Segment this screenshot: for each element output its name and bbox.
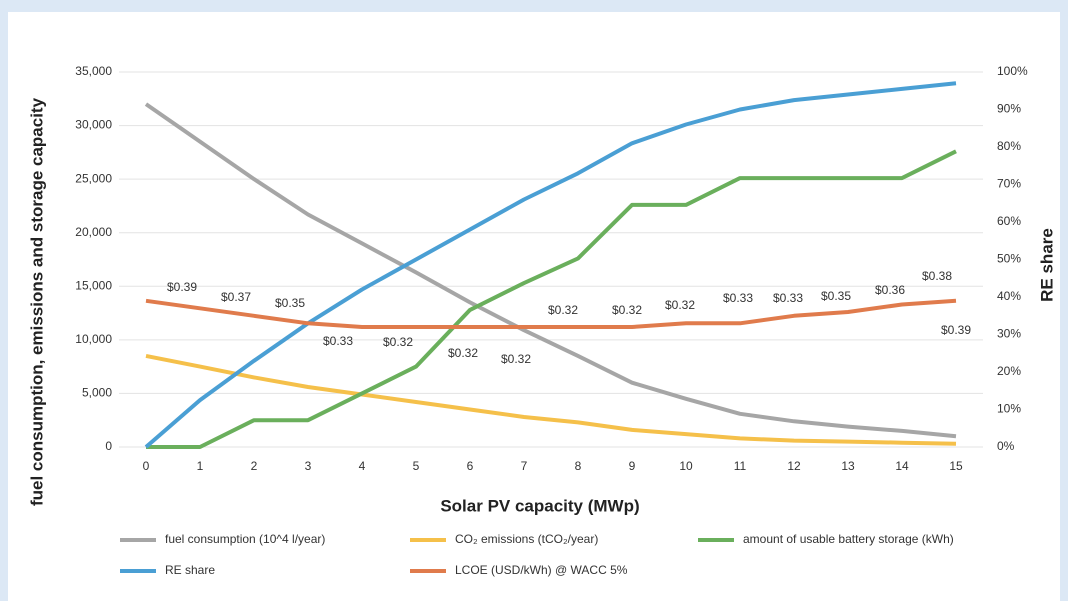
y-tick-label: 15,000 — [75, 278, 112, 292]
y2-tick-label: 30% — [997, 327, 1021, 341]
x-tick-label: 15 — [949, 459, 963, 473]
x-tick-label: 6 — [467, 459, 474, 473]
data-label: $0.33 — [723, 291, 753, 305]
y-tick-label: 5,000 — [82, 386, 112, 400]
y-tick-label: 20,000 — [75, 225, 112, 239]
data-label: $0.33 — [773, 291, 803, 305]
data-label: $0.32 — [665, 298, 695, 312]
data-label: $0.39 — [941, 323, 971, 337]
series-line — [146, 149, 957, 449]
series-line — [144, 102, 957, 439]
data-label: $0.39 — [167, 280, 197, 294]
series-line — [145, 298, 957, 329]
series-line — [144, 81, 957, 449]
data-label: $0.38 — [922, 269, 952, 283]
series-line — [145, 353, 957, 446]
y2-tick-label: 70% — [997, 177, 1021, 191]
x-tick-label: 8 — [575, 459, 582, 473]
legend-label: CO₂ emissions (tCO₂/year) — [455, 532, 598, 546]
x-tick-label: 5 — [413, 459, 420, 473]
data-label: $0.32 — [383, 335, 413, 349]
legend-label: LCOE (USD/kWh) @ WACC 5% — [455, 563, 628, 577]
y2-tick-label: 40% — [997, 289, 1021, 303]
y-axis-title: fuel consumption, emissions and storage … — [27, 97, 46, 506]
x-tick-label: 12 — [787, 459, 801, 473]
legend-label: amount of usable battery storage (kWh) — [743, 532, 954, 546]
x-tick-label: 9 — [629, 459, 636, 473]
data-label: $0.35 — [275, 296, 305, 310]
y2-tick-label: 90% — [997, 102, 1021, 116]
x-tick-label: 0 — [143, 459, 150, 473]
y-tick-label: 10,000 — [75, 332, 112, 346]
x-tick-label: 1 — [197, 459, 204, 473]
x-tick-label: 11 — [734, 459, 747, 473]
data-label: $0.35 — [821, 289, 851, 303]
legend-label: RE share — [165, 563, 215, 577]
x-axis-title: Solar PV capacity (MWp) — [440, 496, 639, 515]
y-tick-label: 25,000 — [75, 171, 112, 185]
data-label: $0.32 — [448, 346, 478, 360]
x-tick-label: 7 — [521, 459, 528, 473]
y2-tick-label: 100% — [997, 64, 1028, 78]
y2-tick-label: 80% — [997, 139, 1021, 153]
y2-tick-label: 60% — [997, 214, 1021, 228]
y-tick-label: 0 — [105, 439, 112, 453]
data-label: $0.37 — [221, 290, 251, 304]
legend-label: fuel consumption (10^4 l/year) — [165, 532, 325, 546]
y2-tick-label: 20% — [997, 364, 1021, 378]
x-tick-label: 14 — [895, 459, 909, 473]
y2-tick-label: 50% — [997, 252, 1021, 266]
x-tick-label: 10 — [679, 459, 693, 473]
data-label: $0.32 — [612, 303, 642, 317]
y-tick-label: 30,000 — [75, 118, 112, 132]
x-tick-label: 2 — [251, 459, 258, 473]
data-label: $0.33 — [323, 334, 353, 348]
x-tick-label: 4 — [359, 459, 366, 473]
x-tick-label: 3 — [305, 459, 312, 473]
y-tick-label: 35,000 — [75, 64, 112, 78]
y2-axis-title: RE share — [1037, 228, 1056, 302]
y2-tick-label: 10% — [997, 402, 1021, 416]
y2-tick-label: 0% — [997, 439, 1015, 453]
x-tick-label: 13 — [841, 459, 855, 473]
data-label: $0.32 — [548, 303, 578, 317]
data-label: $0.32 — [501, 352, 531, 366]
data-label: $0.36 — [875, 283, 905, 297]
